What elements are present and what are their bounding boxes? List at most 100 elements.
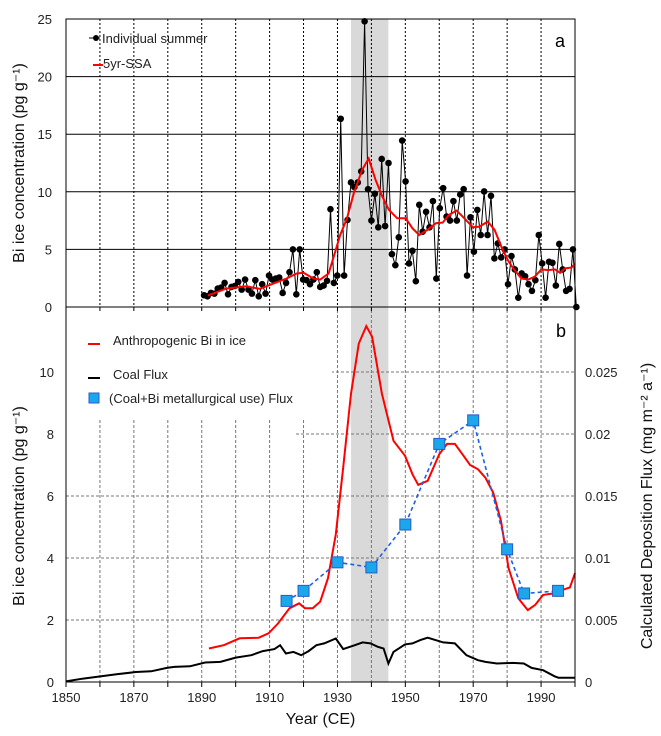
individual-summer-point: [234, 278, 242, 286]
individual-summer-point: [323, 277, 331, 285]
individual-summer-point: [402, 178, 409, 185]
panel-b-label: b: [556, 321, 566, 341]
individual-summer-point: [412, 277, 420, 285]
anthropogenic-bi-line: [208, 323, 576, 650]
individual-summer-point: [566, 285, 573, 293]
metallurgical-flux-point: [365, 561, 378, 574]
legend-individual-summer-label: Individual summer: [102, 31, 208, 46]
individual-summer-point: [224, 291, 232, 298]
panel-a-y-tick-label: 20: [38, 70, 52, 85]
individual-summer-point: [361, 18, 368, 25]
individual-summer-point: [248, 290, 256, 297]
individual-summer-point: [453, 217, 461, 224]
individual-summer-point: [542, 294, 549, 301]
panel-a-y-tick-label: 0: [45, 300, 52, 315]
individual-summer-point: [497, 254, 505, 261]
individual-summer-point: [378, 155, 385, 163]
metallurgical-flux-point: [399, 518, 412, 531]
panel-b-right-axis-label: Calculated Deposition Flux (mg m⁻² a⁻¹): [639, 363, 656, 649]
individual-summer-point: [514, 294, 522, 301]
individual-summer-point: [528, 287, 536, 295]
panel-b-right-tick-label: 0: [585, 675, 592, 690]
panel-b-right-tick-label: 0.015: [585, 489, 618, 504]
x-tick-label: 1990: [527, 690, 556, 705]
legend-individual-summer-marker: [93, 35, 99, 41]
individual-summer-point: [433, 275, 440, 282]
individual-summer-point: [532, 276, 539, 284]
individual-summer-point: [450, 197, 457, 205]
legend-b-background: [67, 324, 332, 419]
legend-coal-label: Coal Flux: [113, 367, 168, 382]
panel-b-y-axis-label: Bi ice concentration (pg g⁻¹): [11, 406, 28, 606]
panel-b-y-tick-label: 8: [47, 427, 54, 442]
individual-summer-point: [392, 261, 399, 269]
individual-summer-point: [337, 115, 345, 123]
x-tick-label: 1950: [391, 690, 420, 705]
individual-summer-point: [374, 223, 382, 231]
individual-summer-point: [364, 185, 372, 193]
individual-summer-point: [320, 282, 327, 289]
panel-a-frame: [65, 18, 576, 308]
individual-summer-point: [456, 191, 464, 198]
panel-b-right-tick-label: 0.025: [585, 365, 618, 380]
panel-b-y-tick-label: 4: [47, 551, 54, 566]
individual-summer-point: [340, 272, 348, 279]
individual-summer-point: [262, 290, 269, 297]
individual-summer-point: [306, 280, 314, 288]
panel-b-right-tick-label: 0.005: [585, 613, 618, 628]
metallurgical-flux-point: [467, 414, 480, 427]
individual-summer-point: [491, 255, 498, 262]
panel-b-y-tick-label: 2: [47, 613, 54, 628]
individual-summer-point: [241, 276, 249, 283]
x-tick-label: 1970: [459, 690, 488, 705]
series-group: [65, 18, 580, 683]
metallurgical-flux-point: [433, 437, 446, 450]
metallurgical-flux-point: [297, 584, 310, 597]
individual-summer-point: [436, 204, 444, 212]
individual-summer-point: [446, 217, 454, 224]
legend-metallurgical-marker: [88, 392, 100, 404]
individual-summer-point: [327, 205, 334, 213]
individual-summer-point: [255, 292, 263, 300]
legend-anthropogenic-label: Anthropogenic Bi in ice: [113, 333, 246, 348]
panel-b-y-tick-label: 10: [40, 365, 54, 380]
x-tick-label: 1910: [255, 690, 284, 705]
individual-summer-point: [368, 217, 375, 224]
individual-summer-point: [555, 240, 563, 248]
individual-summer-point: [381, 222, 389, 230]
individual-summer-point: [480, 188, 488, 195]
individual-summer-point: [398, 137, 406, 144]
individual-summer-point: [470, 248, 478, 256]
individual-summer-point: [439, 184, 447, 192]
x-tick-label: 1850: [52, 690, 81, 705]
shaded-interval-group: [351, 19, 389, 682]
panel-a-y-axis-label: Bi ice concentration (pg g⁻¹): [11, 63, 28, 263]
individual-summer-point: [395, 234, 403, 241]
individual-summer-point: [313, 268, 321, 276]
legend-ssa-label: 5yr-SSA: [103, 56, 152, 71]
individual-summer-point: [252, 276, 259, 284]
individual-summer-point: [415, 201, 423, 209]
individual-summer-point: [477, 231, 485, 239]
individual-summer-point: [279, 289, 286, 297]
panel-a-y-tick-label: 5: [45, 242, 52, 257]
individual-summer-point: [460, 185, 467, 193]
individual-summer-point: [463, 272, 471, 279]
individual-summer-point: [484, 231, 491, 239]
individual-summer-point: [525, 280, 532, 288]
x-tick-label: 1930: [323, 690, 352, 705]
individual-summer-point: [385, 159, 392, 167]
labels-group: 0 5 10 15 20 25 0 2 4 6 8 10 0 0.005 0.01 0.015 0.02 0.02…: [11, 12, 656, 728]
individual-summer-point: [221, 279, 228, 287]
shaded-interval: [351, 19, 389, 682]
individual-summer-point: [552, 282, 560, 289]
panel-b-y-tick-label: 6: [47, 489, 54, 504]
individual-summer-point: [487, 192, 495, 200]
panel-a-label: a: [555, 31, 566, 51]
metallurgical-flux-point: [518, 587, 531, 600]
coal-flux-line: [65, 636, 575, 683]
panel-a-y-tick-label: 25: [38, 12, 52, 27]
x-tick-label: 1870: [119, 690, 148, 705]
panel-a-y-tick-label: 10: [38, 185, 52, 200]
